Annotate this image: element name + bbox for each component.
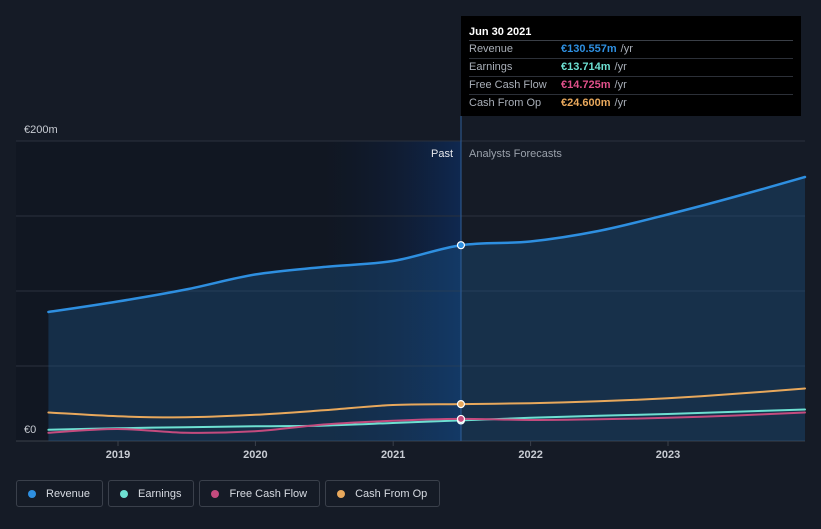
legend-item-free-cash-flow[interactable]: Free Cash Flow: [199, 480, 321, 507]
revenue-area: [48, 177, 805, 441]
x-tick-label: 2021: [381, 449, 405, 461]
x-tick-label: 2023: [656, 449, 680, 461]
legend-label: Cash From Op: [355, 487, 428, 500]
x-tick-label: 2020: [243, 449, 267, 461]
legend-label: Free Cash Flow: [229, 487, 308, 500]
legend-dot-icon: [211, 489, 220, 498]
legend-dot-icon: [120, 489, 129, 498]
tooltip-unit: /yr: [614, 97, 627, 109]
x-tick-label: 2019: [106, 449, 130, 461]
revenue-area-fill: [48, 177, 805, 441]
tooltip-row-cash-from-op: Cash From Op €24.600m /yr: [469, 95, 793, 112]
tooltip-value: €130.557m: [561, 43, 617, 55]
legend-dot-icon: [28, 489, 36, 498]
tooltip-row-free-cash-flow: Free Cash Flow €14.725m /yr: [469, 77, 793, 95]
free-cash-flow-highlight-point: [456, 414, 466, 424]
forecast-label: Analysts Forecasts: [469, 148, 562, 160]
highlight-markers: [456, 241, 466, 425]
legend-item-earnings[interactable]: Earnings: [108, 480, 195, 507]
grid-lines: [16, 140, 805, 442]
legend-label: Earnings: [138, 487, 182, 500]
x-tick-label: 2022: [518, 449, 542, 461]
tooltip-label: Revenue: [469, 43, 514, 55]
legend-label: Revenue: [46, 487, 91, 500]
tooltip-unit: /yr: [614, 61, 627, 73]
tooltip-date: Jun 30 2021: [469, 24, 793, 41]
data-tooltip: Jun 30 2021 Revenue €130.557m /yr Earnin…: [461, 16, 801, 116]
legend-item-cash-from-op[interactable]: Cash From Op: [325, 480, 441, 507]
tooltip-label: Earnings: [469, 61, 513, 73]
tooltip-unit: /yr: [614, 79, 627, 91]
tooltip-value: €13.714m: [561, 61, 611, 73]
tooltip-value: €24.600m: [561, 97, 611, 109]
tooltip-value: €14.725m: [561, 79, 611, 91]
tooltip-row-earnings: Earnings €13.714m /yr: [469, 59, 793, 77]
legend-item-revenue[interactable]: Revenue: [16, 480, 104, 507]
chart-legend: Revenue Earnings Free Cash Flow Cash Fro…: [16, 480, 441, 507]
legend-dot-icon: [337, 489, 346, 498]
tooltip-unit: /yr: [620, 43, 633, 55]
earnings-line: [47, 408, 806, 431]
tooltip-label: Cash From Op: [469, 97, 542, 109]
cash-from-op-highlight-point: [456, 400, 466, 409]
axes: €200m €0 Past Analysts Forecasts 2019 202…: [24, 124, 680, 461]
tooltip-label: Free Cash Flow: [469, 79, 547, 91]
series-lines: [47, 175, 807, 434]
revenue-line: [47, 175, 807, 314]
past-label: Past: [431, 148, 453, 160]
cash-from-op-line: [47, 387, 806, 419]
free-cash-flow-line: [47, 411, 806, 434]
tooltip-row-revenue: Revenue €130.557m /yr: [469, 41, 793, 59]
revenue-highlight-point: [456, 241, 466, 250]
y-tick-label-max: €200m: [24, 124, 58, 136]
y-tick-label-zero: €0: [24, 424, 36, 436]
